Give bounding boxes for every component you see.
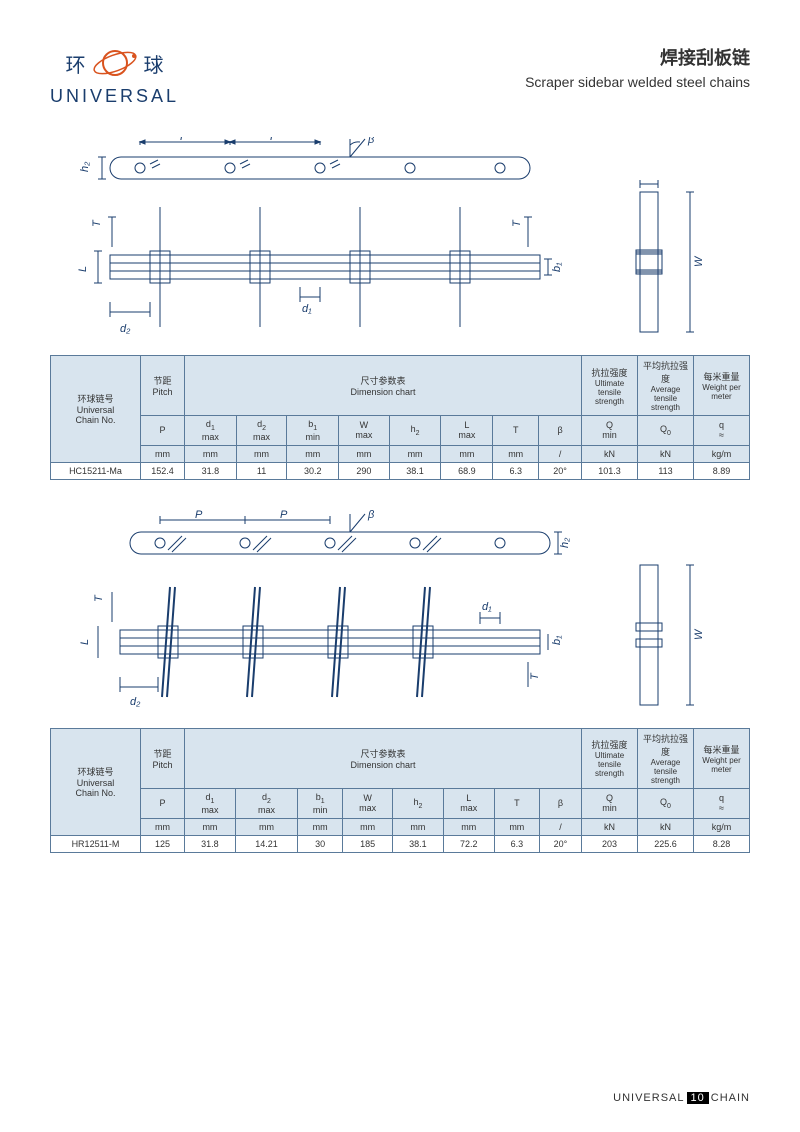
dim-L: L: [77, 266, 89, 272]
footer-suffix: CHAIN: [711, 1092, 750, 1104]
svg-text:T: T: [529, 672, 541, 680]
th-chain-en2: Chain No.: [53, 415, 138, 425]
dim-P: P: [180, 137, 188, 143]
logo-cn-right: 球: [144, 49, 164, 78]
header: 环 球 UNIVERSAL 焊接刮板链 Scraper sidebar weld…: [50, 44, 750, 107]
svg-text:d₂: d₂: [130, 696, 141, 708]
dim-d2: d₂: [120, 323, 131, 335]
diagram-2: P P β h₂ T L d₂ d₁ b₁ T W: [50, 510, 750, 720]
svg-text:β: β: [367, 510, 375, 521]
svg-text:P: P: [280, 510, 288, 521]
dim-b1: b₁: [551, 262, 563, 272]
dim-h2: h₂: [79, 161, 91, 172]
logo-text-en: UNIVERSAL: [50, 86, 179, 107]
dim-T2: T: [511, 219, 523, 227]
page-number: 10: [687, 1092, 709, 1104]
svg-text:T: T: [93, 594, 105, 602]
logo: 环 球 UNIVERSAL: [50, 44, 179, 107]
page: 环 球 UNIVERSAL 焊接刮板链 Scraper sidebar weld…: [0, 0, 800, 913]
title-cn: 焊接刮板链: [525, 44, 750, 70]
footer: UNIVERSAL10CHAIN: [613, 1092, 750, 1104]
dim-T: T: [91, 219, 103, 227]
svg-text:P: P: [195, 510, 203, 521]
spec-table-1: 环球链号 Universal Chain No. 节距Pitch 尺寸参数表Di…: [50, 355, 750, 480]
svg-text:b₁: b₁: [551, 635, 563, 645]
svg-text:W: W: [693, 628, 705, 640]
title-block: 焊接刮板链 Scraper sidebar welded steel chain…: [525, 44, 750, 90]
th-chain-cn: 环球链号: [53, 392, 138, 405]
logo-cn-left: 环: [66, 49, 86, 78]
diagram-1: P P β h₂ T T L d₂ d₁ b₁ W: [50, 137, 750, 347]
svg-text:L: L: [79, 639, 91, 645]
dim-P2: P: [270, 137, 278, 143]
svg-text:h₂: h₂: [559, 537, 571, 548]
dim-W: W: [693, 255, 705, 267]
table-row: HC15211-Ma152.431.81130.229038.168.96.32…: [51, 462, 750, 479]
spec-table-2: 环球链号 Universal Chain No. 节距Pitch 尺寸参数表Di…: [50, 728, 750, 853]
logo-orbit-icon: [92, 44, 138, 82]
dim-beta: β: [367, 137, 375, 146]
title-en: Scraper sidebar welded steel chains: [525, 74, 750, 90]
svg-text:d₁: d₁: [482, 601, 492, 613]
footer-brand: UNIVERSAL: [613, 1092, 684, 1104]
dim-d1: d₁: [302, 303, 312, 315]
table-row: HR12511-M12531.814.213018538.172.26.320°…: [51, 835, 750, 852]
th-chain-en: Universal: [53, 405, 138, 415]
